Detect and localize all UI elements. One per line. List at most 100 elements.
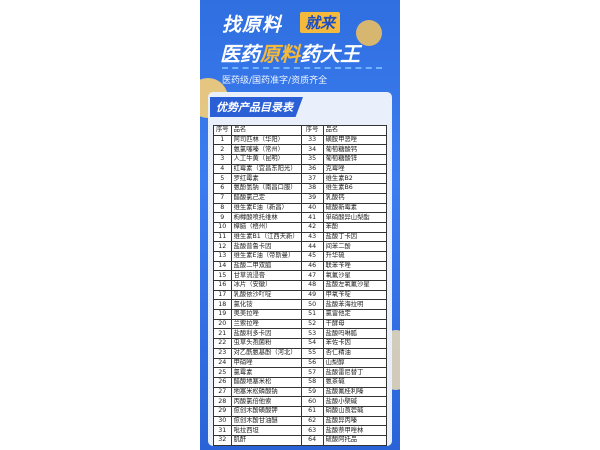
product-name: 硫酸新霉素 [322, 202, 388, 214]
table-row: 19 奥美拉唑 51 氯雷他定 [213, 309, 388, 320]
product-name: 盐酸氟桂利嗪 [322, 386, 388, 398]
product-name: 甘草流浸膏 [230, 270, 302, 281]
product-name: 葡萄糖酸锌 [322, 154, 388, 165]
product-name: 罗红霉素 [230, 173, 302, 185]
product-name: 间苯二酚 [322, 241, 388, 252]
row-index: 42 [300, 221, 324, 233]
row-index: 51 [300, 309, 324, 320]
table-row: 18 氯化铵 50 盐酸苯海拉明 [213, 299, 388, 311]
product-table: 序号 品名 序号 品名 1 阿司匹林（华阳） 33 磺胺甲恶唑 2 氨氯噻嗪（常州） 34 葡… [213, 125, 388, 446]
product-name: 兰索拉唑 [230, 318, 302, 330]
product-name: 冰片（安徽） [230, 280, 302, 291]
row-index: 4 [213, 163, 232, 175]
product-name: 盐酸萘甲唑林 [322, 425, 388, 436]
header-name: 品名 [322, 125, 388, 136]
row-index: 57 [300, 367, 324, 378]
product-name: 维生素B2 [322, 173, 388, 185]
product-name: 升华硫 [322, 250, 388, 262]
product-name: 氯化铵 [230, 299, 302, 311]
product-name: 硝酸山莨菪碱 [322, 405, 388, 417]
table-row: 22 虫草头孢菌粉 54 苯佐卡因 [213, 338, 388, 349]
product-name: 山梨醇 [322, 357, 388, 369]
product-name: 甲硝唑 [230, 357, 302, 369]
table-row: 31 吡拉西坦 63 盐酸萘甲唑林 [213, 425, 388, 436]
product-name: 盐酸苯海拉明 [322, 299, 388, 311]
table-row: 32 肌酐 64 硫酸阿托品 [213, 435, 388, 446]
table-row: 4 红霉素（宜昌东阳光） 36 克霉唑 [213, 163, 388, 175]
headline-highlight: 原料 [260, 42, 300, 66]
headline-badge: 就来 [300, 12, 341, 33]
table-row: 16 冰片（安徽） 48 盐酸左氧氟沙星 [213, 280, 388, 291]
row-index: 37 [300, 173, 324, 185]
row-index: 46 [300, 260, 324, 272]
product-name: 盐酸小檗碱 [322, 396, 388, 407]
headline-line1: 找原料 [222, 14, 283, 36]
product-name: 葡萄糖酸钙 [322, 144, 388, 156]
section-title: 优势产品目录表 [210, 97, 303, 117]
product-name: 乳酸依沙吖啶 [230, 289, 302, 301]
product-name: 甲氧苄啶 [322, 289, 388, 301]
table-row: 11 维生素B1（江西天新） 43 盐酸丁卡因 [213, 231, 388, 243]
row-index: 3 [213, 154, 232, 165]
row-index: 59 [300, 386, 324, 398]
table-row: 13 维生素E油（帝斯曼） 45 升华硫 [213, 250, 388, 262]
product-name: 维生素B1（江西天新） [230, 231, 302, 243]
table-row: 24 甲硝唑 56 山梨醇 [213, 357, 388, 369]
header-name: 品名 [230, 125, 302, 136]
table-row: 7 醋酸氯己定 39 乳酸钙 [213, 192, 388, 204]
headline-line2: 医药原料药大王 [220, 38, 360, 67]
row-index: 23 [213, 347, 232, 359]
product-name: 枸橼酸喷托维林 [230, 212, 302, 223]
product-name: 磺胺甲恶唑 [322, 134, 388, 146]
row-index: 13 [213, 250, 232, 262]
row-index: 35 [300, 154, 324, 165]
row-index: 31 [213, 425, 232, 436]
product-name: 奥美拉唑 [230, 309, 302, 320]
row-index: 39 [300, 192, 324, 204]
product-name: 醋酸氯己定 [230, 192, 302, 204]
subtitle: 医药级/国药准字/资质齐全 [222, 76, 328, 86]
row-index: 10 [213, 221, 232, 233]
row-index: 14 [213, 260, 232, 272]
row-index: 52 [300, 318, 324, 330]
row-index: 50 [300, 299, 324, 311]
product-name: 维生素E油（新昌） [230, 202, 302, 214]
product-name: 盐酸吗啉胍 [322, 328, 388, 340]
table-row: 3 人工牛黄（昆明） 35 葡萄糖酸锌 [213, 154, 388, 165]
table-header-row: 序号 品名 序号 品名 [213, 125, 388, 136]
table-row: 2 氨氯噻嗪（常州） 34 葡萄糖酸钙 [213, 144, 388, 156]
table-row: 15 甘草流浸膏 47 氧氟沙星 [213, 270, 388, 281]
product-name: 虫草头孢菌粉 [230, 338, 302, 349]
product-name: 盐酸丁卡因 [322, 231, 388, 243]
table-row: 6 氨酚氢钠（南昌口服） 38 维生素B6 [213, 183, 388, 194]
product-name: 氯雷他定 [322, 309, 388, 320]
product-name: 克霉唑 [322, 163, 388, 175]
product-name: 盐酸雷尼替丁 [322, 367, 388, 378]
product-name: 维生素E油（帝斯曼） [230, 250, 302, 262]
product-name: 吡拉西坦 [230, 425, 302, 436]
product-name: 氯霉素 [230, 367, 302, 378]
row-index: 20 [213, 318, 232, 330]
product-name: 单硝酸异山梨酯 [322, 212, 388, 223]
row-index: 24 [213, 357, 232, 369]
row-index: 53 [300, 328, 324, 340]
row-index: 25 [213, 367, 232, 378]
product-name: 丙酸氯倍他索 [230, 396, 302, 407]
product-name: 苯酚 [322, 221, 388, 233]
row-index: 27 [213, 386, 232, 398]
row-index: 16 [213, 280, 232, 291]
row-index: 62 [300, 415, 324, 427]
headline-part: 医药 [220, 42, 260, 66]
table-row: 20 兰索拉唑 52 干酵母 [213, 318, 388, 330]
row-index: 28 [213, 396, 232, 407]
row-index: 11 [213, 231, 232, 243]
header-index: 序号 [213, 125, 232, 136]
row-index: 43 [300, 231, 324, 243]
table-row: 12 盐酸普鲁卡因 44 间苯二酚 [213, 241, 388, 252]
table-row: 25 氯霉素 57 盐酸雷尼替丁 [213, 367, 388, 378]
product-name: 樟脑（梧州） [230, 221, 302, 233]
product-name: 愈创木酚甘油醚 [230, 415, 302, 427]
row-index: 29 [213, 405, 232, 417]
row-index: 32 [213, 435, 232, 446]
row-index: 64 [300, 435, 324, 446]
